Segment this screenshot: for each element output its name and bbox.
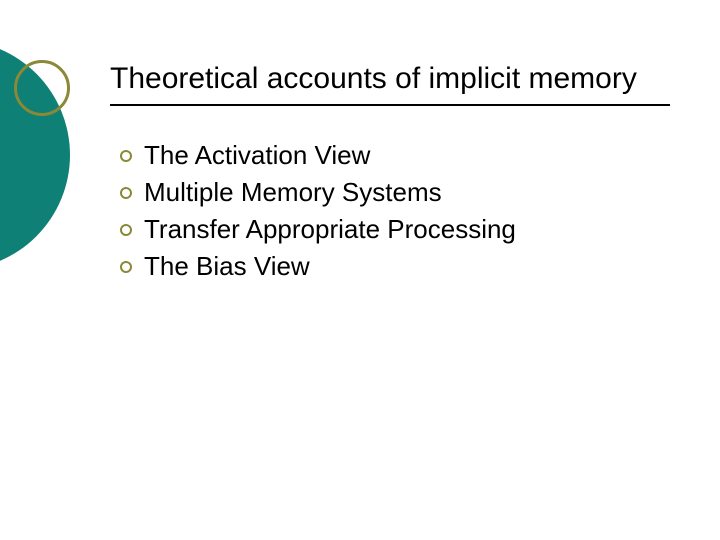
bullet-icon — [120, 187, 132, 199]
bullet-text: Transfer Appropriate Processing — [144, 214, 516, 245]
list-item: The Bias View — [120, 251, 516, 282]
bullet-text: Multiple Memory Systems — [144, 177, 442, 208]
list-item: Multiple Memory Systems — [120, 177, 516, 208]
slide-title: Theoretical accounts of implicit memory — [110, 62, 637, 96]
bullet-icon — [120, 224, 132, 236]
bullet-list: The Activation View Multiple Memory Syst… — [120, 140, 516, 288]
list-item: The Activation View — [120, 140, 516, 171]
list-item: Transfer Appropriate Processing — [120, 214, 516, 245]
bullet-icon — [120, 261, 132, 273]
title-underline — [110, 104, 670, 106]
decor-olive-ring — [14, 60, 70, 116]
bullet-text: The Bias View — [144, 251, 310, 282]
bullet-icon — [120, 150, 132, 162]
bullet-text: The Activation View — [144, 140, 370, 171]
